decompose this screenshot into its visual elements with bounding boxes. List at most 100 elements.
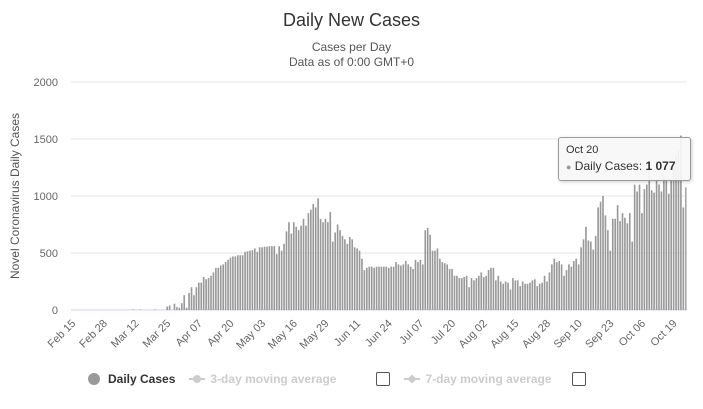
bar[interactable] xyxy=(232,256,234,310)
bar[interactable] xyxy=(675,156,677,310)
bar[interactable] xyxy=(383,266,385,310)
bar[interactable] xyxy=(285,231,288,310)
bar[interactable] xyxy=(509,289,512,310)
bar[interactable] xyxy=(229,257,232,310)
bar[interactable] xyxy=(653,192,655,310)
bar[interactable] xyxy=(368,266,371,310)
bar[interactable] xyxy=(485,275,487,310)
bar[interactable] xyxy=(329,211,332,310)
bar[interactable] xyxy=(516,280,519,310)
bar[interactable] xyxy=(322,222,324,310)
bar[interactable] xyxy=(563,275,565,310)
bar[interactable] xyxy=(185,307,188,310)
bar[interactable] xyxy=(424,230,427,310)
bar[interactable] xyxy=(239,255,242,310)
bar[interactable] xyxy=(205,279,207,310)
bar[interactable] xyxy=(380,266,383,310)
bar[interactable] xyxy=(168,305,171,310)
bar[interactable] xyxy=(280,250,283,310)
bar[interactable] xyxy=(251,250,254,310)
bar[interactable] xyxy=(546,281,548,311)
bar[interactable] xyxy=(212,272,215,310)
bar[interactable] xyxy=(358,250,361,310)
bar[interactable] xyxy=(587,240,590,310)
bar[interactable] xyxy=(273,246,276,310)
bar[interactable] xyxy=(422,264,424,310)
bar[interactable] xyxy=(504,281,507,311)
bar[interactable] xyxy=(292,222,295,310)
bar[interactable] xyxy=(534,279,536,310)
bar[interactable] xyxy=(331,241,334,310)
bar[interactable] xyxy=(402,264,405,310)
bar[interactable] xyxy=(441,262,444,310)
bar[interactable] xyxy=(268,246,271,310)
legend-item-3-day-average[interactable]: 3-day moving average xyxy=(189,372,391,386)
bar[interactable] xyxy=(317,198,319,310)
bar[interactable] xyxy=(607,230,609,310)
bar[interactable] xyxy=(631,241,634,310)
bar[interactable] xyxy=(492,267,495,310)
bar[interactable] xyxy=(300,225,302,310)
bar[interactable] xyxy=(602,196,604,310)
bar[interactable] xyxy=(677,150,680,310)
bar[interactable] xyxy=(529,282,531,310)
bar[interactable] xyxy=(241,255,244,310)
bar[interactable] xyxy=(348,237,351,310)
bar[interactable] xyxy=(597,207,599,310)
legend-item-7-day-average[interactable]: 7-day moving average xyxy=(404,372,586,386)
bar[interactable] xyxy=(271,246,273,310)
bar[interactable] xyxy=(319,218,322,310)
bar[interactable] xyxy=(324,218,327,310)
bar[interactable] xyxy=(514,280,517,310)
bar[interactable] xyxy=(200,282,203,310)
legend-item-daily-cases[interactable]: Daily Cases xyxy=(88,372,175,386)
bar[interactable] xyxy=(132,309,134,310)
bar[interactable] xyxy=(249,250,251,310)
bar[interactable] xyxy=(336,224,339,311)
bar[interactable] xyxy=(512,278,514,310)
bar[interactable] xyxy=(224,262,227,310)
bar[interactable] xyxy=(366,267,368,310)
bar[interactable] xyxy=(356,248,358,310)
bar[interactable] xyxy=(577,264,580,310)
bar[interactable] xyxy=(258,247,261,310)
bar[interactable] xyxy=(490,267,492,310)
bar[interactable] xyxy=(633,184,636,310)
bar[interactable] xyxy=(219,265,222,310)
bar[interactable] xyxy=(582,239,585,310)
bar[interactable] xyxy=(643,189,646,310)
bar[interactable] xyxy=(480,272,483,310)
bar[interactable] xyxy=(341,235,344,310)
bar[interactable] xyxy=(621,213,624,310)
bar[interactable] xyxy=(310,209,312,310)
bar[interactable] xyxy=(590,241,592,310)
bar[interactable] xyxy=(173,303,176,310)
bar[interactable] xyxy=(215,267,217,310)
bar[interactable] xyxy=(624,217,626,310)
bar[interactable] xyxy=(572,260,575,310)
bar[interactable] xyxy=(638,184,641,310)
bar[interactable] xyxy=(616,205,619,310)
bar[interactable] xyxy=(611,218,614,310)
bar[interactable] xyxy=(626,223,629,310)
bar[interactable] xyxy=(541,282,543,310)
bar[interactable] xyxy=(565,270,568,310)
bar[interactable] xyxy=(636,191,638,310)
bar[interactable] xyxy=(290,233,293,310)
bar[interactable] xyxy=(553,258,556,310)
bar[interactable] xyxy=(312,203,315,310)
bar[interactable] xyxy=(650,190,653,310)
bar[interactable] xyxy=(256,251,259,310)
bar[interactable] xyxy=(458,278,461,310)
bar[interactable] xyxy=(305,225,307,310)
bar[interactable] xyxy=(373,267,375,310)
bar[interactable] xyxy=(585,226,587,310)
bar[interactable] xyxy=(222,264,224,310)
bar[interactable] xyxy=(560,264,563,310)
bar[interactable] xyxy=(390,266,392,310)
bar[interactable] xyxy=(667,193,670,310)
bar[interactable] xyxy=(648,167,651,311)
bar[interactable] xyxy=(619,221,621,310)
bar[interactable] xyxy=(295,226,298,310)
bar[interactable] xyxy=(628,213,631,310)
